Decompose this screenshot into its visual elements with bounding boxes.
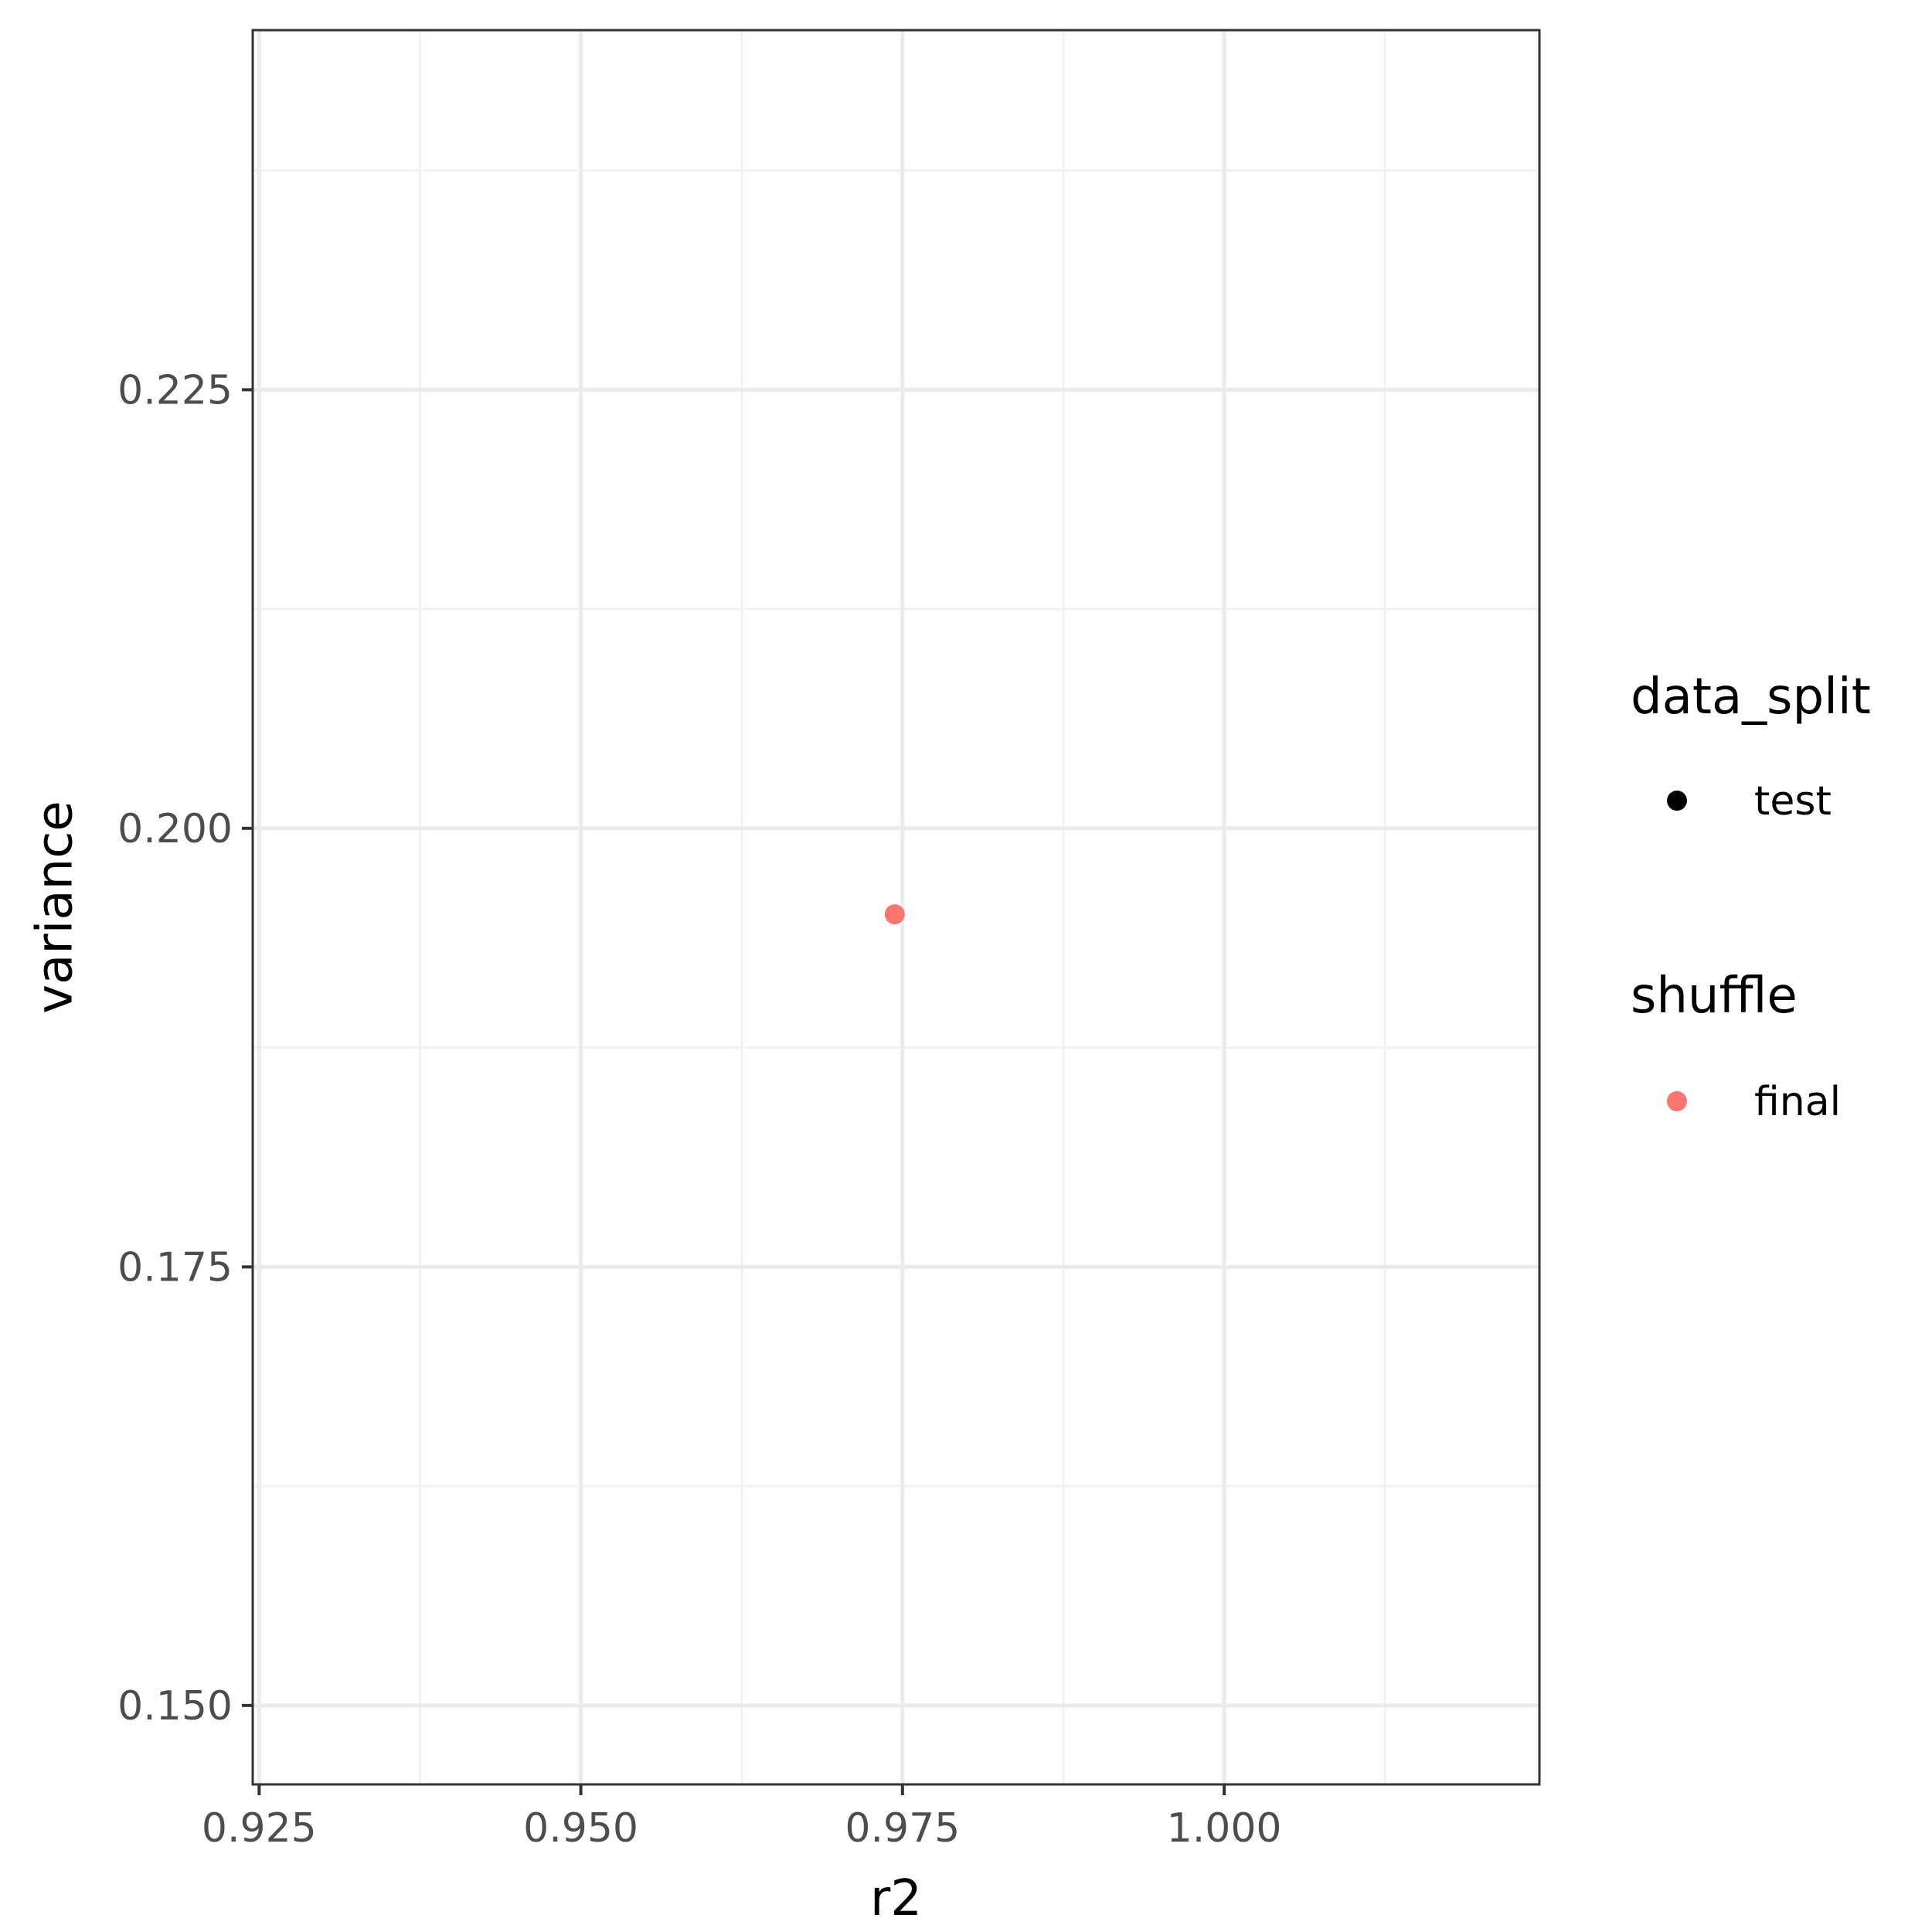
data-point bbox=[884, 904, 905, 925]
legend-key-test bbox=[1667, 791, 1687, 811]
x-tick-label: 0.925 bbox=[202, 1805, 317, 1852]
y-tick-label: 0.225 bbox=[117, 367, 233, 413]
legend-title-data-split: data_split bbox=[1631, 668, 1871, 726]
y-axis-ticks: 0.150 0.175 0.200 0.225 bbox=[117, 367, 253, 1730]
x-axis-ticks: 0.925 0.950 0.975 1.000 bbox=[202, 1784, 1282, 1852]
x-tick-label: 0.975 bbox=[845, 1805, 960, 1852]
legend-key-final bbox=[1667, 1091, 1687, 1111]
panel-border bbox=[251, 29, 1541, 1786]
y-axis-title: variance bbox=[27, 801, 84, 1014]
x-tick-label: 1.000 bbox=[1167, 1805, 1282, 1852]
y-tick-label: 0.150 bbox=[117, 1683, 233, 1730]
legend-label-test: test bbox=[1754, 778, 1832, 825]
y-tick-label: 0.200 bbox=[117, 806, 233, 852]
legend-label-final: final bbox=[1754, 1079, 1841, 1125]
minor-gridlines bbox=[253, 30, 1539, 1784]
legend-title-shuffle: shuffle bbox=[1631, 968, 1798, 1025]
data-points bbox=[884, 904, 905, 925]
legend: data_split test shuffle final bbox=[1631, 668, 1871, 1125]
major-gridlines bbox=[253, 30, 1539, 1784]
y-tick-label: 0.175 bbox=[117, 1244, 233, 1291]
x-tick-label: 0.950 bbox=[523, 1805, 638, 1852]
x-axis-title: r2 bbox=[870, 1870, 922, 1927]
